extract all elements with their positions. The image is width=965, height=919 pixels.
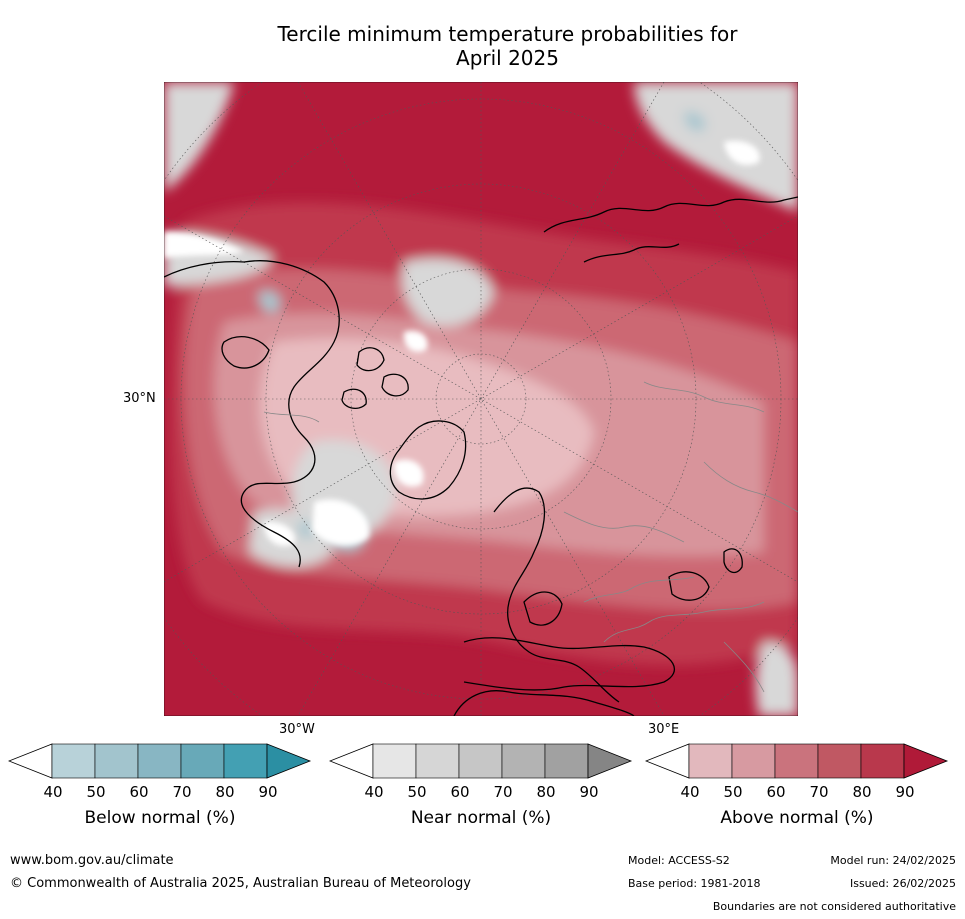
country-borders [263,381,798,693]
latitude-label: 30°N [123,391,156,406]
tick-label: 80 [852,783,872,801]
colorbar-segment [817,743,862,779]
tick-label: 40 [43,783,63,801]
colorbar-below-normal [8,743,312,783]
colorbar-segment [501,743,546,779]
tick-label: 60 [766,783,786,801]
colorbar-below-normal-svg [8,743,312,779]
tick-label: 50 [86,783,106,801]
tick-label: 60 [129,783,149,801]
colorbar-segment [731,743,776,779]
website-text: www.bom.gov.au/climate [10,853,174,868]
colorbar-min-extension [8,743,53,779]
longitude-label-right: 30°E [648,722,680,737]
colorbar-near-normal-svg [329,743,633,779]
map-svg [164,82,798,716]
tick-label: 50 [723,783,743,801]
tick-label: 80 [536,783,556,801]
tick-label: 60 [450,783,470,801]
title-line-2: April 2025 [456,46,559,70]
issued-text: Issued: 26/02/2025 [849,877,956,890]
coastlines [164,196,798,716]
title-line-1: Tercile minimum temperature probabilitie… [277,22,738,46]
tick-label: 80 [215,783,235,801]
colorbar-above-normal [645,743,949,783]
colorbar-segment [860,743,905,779]
tick-label: 40 [680,783,700,801]
tick-label: 90 [579,783,599,801]
colorbar-segment [94,743,139,779]
colorbar-above-normal-svg [645,743,949,779]
colorbar-segment [180,743,225,779]
colorbar-title-near: Near normal (%) [410,808,552,828]
colorbar-title-below: Below normal (%) [84,808,236,828]
graticule [164,82,798,716]
colorbar-segment [458,743,503,779]
colorbar-segment [137,743,182,779]
colorbar-min-extension [645,743,690,779]
colorbar-segment [372,743,417,779]
tick-label: 70 [809,783,829,801]
colorbar-segment [688,743,733,779]
colorbar-max-extension [587,743,633,779]
tick-label: 50 [407,783,427,801]
tick-label: 90 [258,783,278,801]
colorbar-max-extension [266,743,312,779]
colorbar-segment [544,743,589,779]
chart-title: Tercile minimum temperature probabilitie… [160,22,855,70]
colorbar-segment [415,743,460,779]
tick-label: 70 [172,783,192,801]
colorbar-max-extension [903,743,949,779]
copyright-text: © Commonwealth of Australia 2025, Austra… [10,876,471,891]
tick-label: 70 [493,783,513,801]
longitude-label-left: 30°W [279,722,315,737]
colorbar-min-extension [329,743,374,779]
colorbar-near-normal [329,743,633,783]
colorbar-title-above: Above normal (%) [720,808,874,828]
colorbar-segment [223,743,268,779]
polar-map [164,82,798,716]
tick-label: 90 [895,783,915,801]
colorbar-segment [774,743,819,779]
tick-label: 40 [364,783,384,801]
model-text: Model: ACCESS-S2 [628,854,730,867]
disclaimer-text: Boundaries are not considered authoritat… [712,900,956,913]
colorbar-segment [51,743,96,779]
model-run-text: Model run: 24/02/2025 [830,854,956,867]
low-probability-patches [164,140,760,546]
base-period-text: Base period: 1981-2018 [628,877,761,890]
